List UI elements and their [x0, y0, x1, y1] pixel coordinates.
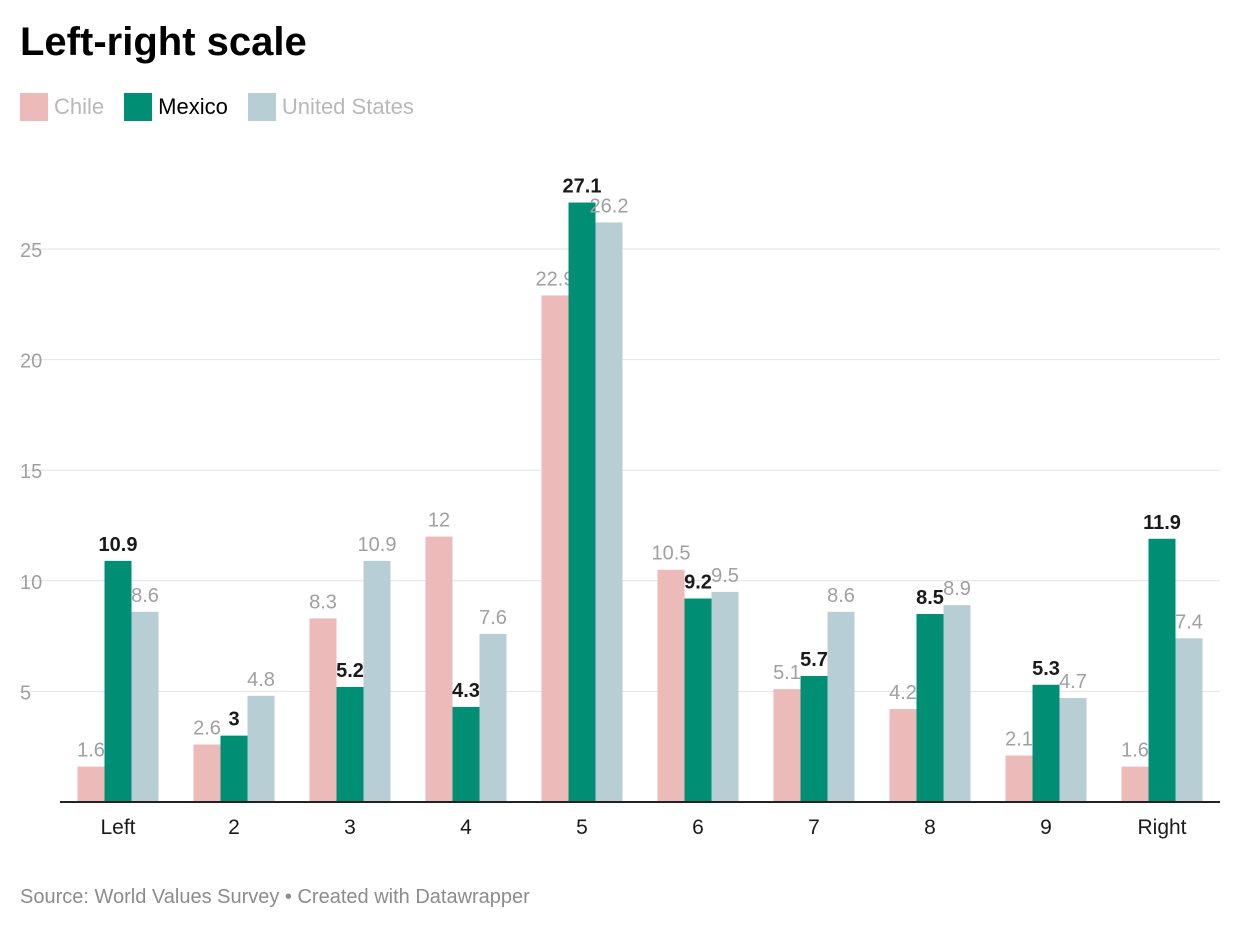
legend-swatch-mexico: [124, 93, 153, 121]
bar-mexico-4: [452, 706, 480, 802]
value-label-chile-8: 4.2: [889, 682, 917, 704]
bar-chile-3: [309, 618, 337, 802]
legend-label-mexico: Mexico: [158, 94, 228, 119]
bar-mexico-5: [568, 202, 596, 803]
bar-united-states-5: [595, 222, 623, 802]
y-tick-label-5: 5: [20, 682, 31, 704]
value-label-united-states-left: 8.6: [131, 585, 159, 607]
bar-united-states-right: [1175, 638, 1203, 802]
x-tick-label-7: 7: [808, 816, 820, 839]
value-label-chile-4: 12: [428, 510, 450, 532]
bar-mexico-3: [336, 686, 364, 802]
bar-chile-7: [773, 689, 801, 802]
bar-chart: 5 10 15 20 25 1.6 10.9 8.6 Left 2.6 3 4.8 2 8.3 5.2 10.…: [20, 176, 1220, 839]
y-tick-label-15: 15: [20, 461, 42, 483]
y-tick-label-20: 20: [20, 351, 42, 373]
legend-swatch-united-states: [247, 93, 276, 121]
bar-chile-5: [541, 295, 569, 802]
value-label-chile-5: 22.9: [536, 268, 575, 290]
bar-united-states-3: [363, 560, 391, 802]
value-label-united-states-2: 4.8: [247, 669, 275, 691]
x-tick-label-4: 4: [460, 816, 472, 839]
bar-mexico-7: [800, 675, 828, 802]
y-tick-label-10: 10: [20, 572, 42, 594]
legend-item-united-states[interactable]: United States: [247, 93, 414, 121]
bar-mexico-8: [916, 613, 944, 802]
value-label-mexico-2: 3: [228, 709, 239, 731]
x-tick-label-3: 3: [344, 816, 356, 839]
x-tick-label-left: Left: [100, 816, 135, 839]
bar-mexico-6: [684, 598, 712, 802]
value-label-united-states-6: 9.5: [711, 565, 739, 587]
bar-chile-left: [77, 766, 105, 802]
bar-chile-right: [1121, 766, 1149, 802]
value-label-united-states-3: 10.9: [358, 534, 397, 556]
value-label-mexico-left: 10.9: [99, 534, 138, 556]
value-label-mexico-9: 5.3: [1032, 658, 1060, 680]
value-label-chile-2: 2.6: [193, 717, 221, 739]
bar-chile-4: [425, 536, 453, 802]
value-label-mexico-7: 5.7: [800, 649, 828, 671]
chart-title: Left-right scale: [20, 20, 307, 64]
bar-chile-9: [1005, 755, 1033, 802]
value-label-united-states-8: 8.9: [943, 578, 971, 600]
x-tick-label-2: 2: [228, 816, 240, 839]
x-tick-label-9: 9: [1040, 816, 1052, 839]
x-tick-label-6: 6: [692, 816, 704, 839]
legend: Chile Mexico United States: [20, 92, 434, 122]
value-label-mexico-right: 11.9: [1143, 512, 1181, 534]
source-note: Source: World Values Survey • Created wi…: [20, 886, 530, 908]
value-label-chile-6: 10.5: [652, 543, 691, 565]
legend-swatch-chile: [20, 93, 48, 121]
bar-united-states-9: [1059, 698, 1087, 802]
bar-chile-8: [889, 709, 917, 802]
y-tick-label-25: 25: [20, 240, 42, 262]
legend-item-chile[interactable]: Chile: [20, 93, 104, 121]
bar-mexico-right: [1148, 538, 1176, 802]
bar-mexico-left: [104, 560, 132, 802]
value-label-united-states-9: 4.7: [1059, 671, 1087, 693]
value-label-mexico-6: 9.2: [684, 571, 712, 593]
x-tick-label-right: Right: [1137, 816, 1186, 839]
legend-label-chile: Chile: [54, 94, 105, 119]
value-label-chile-left: 1.6: [77, 740, 105, 762]
legend-item-mexico[interactable]: Mexico: [124, 93, 228, 121]
bar-chile-6: [657, 569, 685, 802]
bar-united-states-8: [943, 605, 971, 802]
value-label-united-states-right: 7.4: [1175, 611, 1203, 633]
x-tick-label-5: 5: [576, 816, 588, 839]
value-label-united-states-7: 8.6: [827, 585, 855, 607]
bar-united-states-7: [827, 611, 855, 802]
value-label-chile-right: 1.6: [1121, 740, 1149, 762]
legend-label-united-states: United States: [281, 94, 414, 119]
bar-mexico-2: [220, 735, 248, 802]
value-label-united-states-5: 26.2: [590, 195, 629, 217]
x-tick-label-8: 8: [924, 816, 936, 839]
bar-mexico-9: [1032, 684, 1060, 802]
value-label-mexico-3: 5.2: [336, 660, 364, 682]
value-label-mexico-4: 4.3: [452, 680, 480, 702]
bar-united-states-2: [247, 695, 275, 802]
value-label-mexico-8: 8.5: [916, 587, 944, 609]
value-label-mexico-5: 27.1: [563, 176, 602, 198]
value-label-chile-9: 2.1: [1005, 729, 1033, 751]
bar-united-states-4: [479, 633, 507, 802]
value-label-chile-3: 8.3: [309, 591, 337, 613]
bar-united-states-6: [711, 591, 739, 802]
value-label-chile-7: 5.1: [773, 662, 801, 684]
bar-chile-2: [193, 744, 221, 802]
bar-united-states-left: [131, 611, 159, 802]
value-label-united-states-4: 7.6: [479, 607, 507, 629]
